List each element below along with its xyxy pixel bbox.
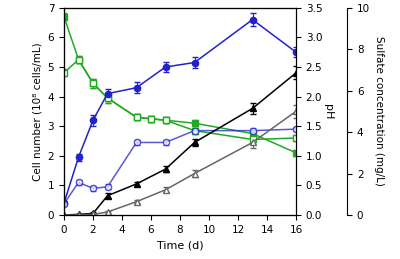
Y-axis label: Sulfate concentration (mg/L): Sulfate concentration (mg/L) <box>374 37 384 186</box>
Y-axis label: Cell number (10⁸ cells/mL): Cell number (10⁸ cells/mL) <box>32 42 42 181</box>
X-axis label: Time (d): Time (d) <box>157 240 203 250</box>
Y-axis label: pH: pH <box>324 104 334 119</box>
